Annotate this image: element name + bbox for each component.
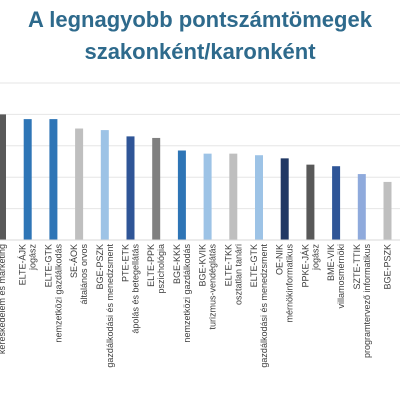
category-label-line: jogász: [310, 244, 320, 272]
category-label-line: SZTE-TTIK: [352, 244, 362, 290]
category-label-line: osztatlan tanári: [233, 244, 243, 305]
bar: [203, 153, 212, 240]
bar: [177, 150, 186, 240]
category-label: ELTE-ÁJK jogász: [18, 244, 38, 286]
category-label-line: ELTE-GTK: [249, 244, 259, 287]
category-label-line: BGE-PSZK: [95, 244, 105, 290]
category-label-line: SE-ÁOK: [69, 244, 79, 278]
bar: [49, 119, 58, 240]
category-label: ELTE-TKK osztatlan tanári: [223, 244, 243, 305]
category-label-line: turizmus-vendéglátás: [208, 244, 218, 330]
bar: [100, 130, 109, 240]
chart-title: A legnagyobb pontszámtömegek szakonként/…: [0, 4, 400, 68]
bar: [306, 164, 315, 240]
bar: [255, 155, 263, 240]
category-label-line: jogász: [28, 244, 38, 272]
category-label-line: PTE-ETK: [121, 244, 131, 282]
category-label-line: ELTE-ÁJK: [18, 244, 28, 285]
category-label-line: mérnökinformatikus: [285, 244, 295, 323]
bar: [23, 119, 32, 240]
category-label-line: villamosmérnöki: [336, 244, 346, 309]
category-label-line: programtervező informatikus: [362, 244, 372, 359]
bar: [126, 136, 135, 240]
category-label: SE-ÁOK általános orvos: [69, 244, 89, 305]
category-label-line: nemzetközi gazdálkodás: [182, 244, 192, 343]
category-label-line: gazdálkodási és menedzsment: [105, 244, 115, 368]
category-label-line: BGE-PSZK: [383, 244, 393, 290]
bars: [0, 114, 392, 240]
bar: [357, 174, 366, 240]
category-label: PPKE-JÁK jogász: [300, 244, 320, 288]
category-label: BGE-PSZK: [383, 244, 393, 290]
bar: [280, 158, 289, 240]
category-label-line: ápolás és betegellátás: [131, 244, 141, 334]
category-label: SZTE-TTIK programtervező informatikus: [352, 244, 372, 359]
category-label: ELTE-PPK pszichológia: [146, 244, 166, 294]
bar: [383, 181, 392, 240]
category-label-line: BGE-KKK: [172, 244, 182, 284]
category-label-line: ELTE-GTK: [43, 244, 53, 287]
chart-title-line-1: A legnagyobb pontszámtömegek: [28, 7, 372, 32]
category-labels: kereskedelem és marketing ELTE-ÁJK jogász E…: [0, 244, 393, 368]
bar: [75, 128, 84, 240]
category-label-line: PPKE-JÁK: [300, 244, 310, 288]
category-label: ELTE-GTK nemzetközi gazdálkodás: [43, 244, 63, 343]
bar: [332, 166, 341, 240]
category-label: ELTE-GTK gazdálkodási és menedzsment: [249, 244, 269, 368]
bar: [229, 153, 238, 240]
category-label-line: gazdálkodási és menedzsment: [259, 244, 269, 368]
category-label: OE-NIK mérnökinformatikus: [275, 244, 295, 323]
bar: [152, 137, 161, 240]
category-label: kereskedelem és marketing: [0, 244, 7, 354]
category-label-line: BGE-KVIK: [198, 244, 208, 287]
category-label-line: nemzetközi gazdálkodás: [53, 244, 63, 343]
category-label: BME-VIK villamosmérnöki: [326, 244, 346, 309]
category-label-line: BME-VIK: [326, 244, 336, 281]
category-label-line: OE-NIK: [275, 244, 285, 275]
category-label-line: ELTE-PPK: [146, 244, 156, 287]
category-label: PTE-ETK ápolás és betegellátás: [121, 244, 141, 334]
chart-title-line-2: szakonként/karonként: [84, 39, 316, 64]
category-label: BGE-PSZK gazdálkodási és menedzsment: [95, 244, 115, 368]
category-label: BGE-KKK nemzetközi gazdálkodás: [172, 244, 192, 343]
category-label-line: ELTE-TKK: [223, 244, 233, 286]
category-label-line: általános orvos: [79, 244, 89, 305]
category-label-line: kereskedelem és marketing: [0, 244, 7, 354]
category-label-line: pszichológia: [156, 244, 166, 294]
category-label: BGE-KVIK turizmus-vendéglátás: [198, 244, 218, 330]
bar: [0, 114, 6, 240]
